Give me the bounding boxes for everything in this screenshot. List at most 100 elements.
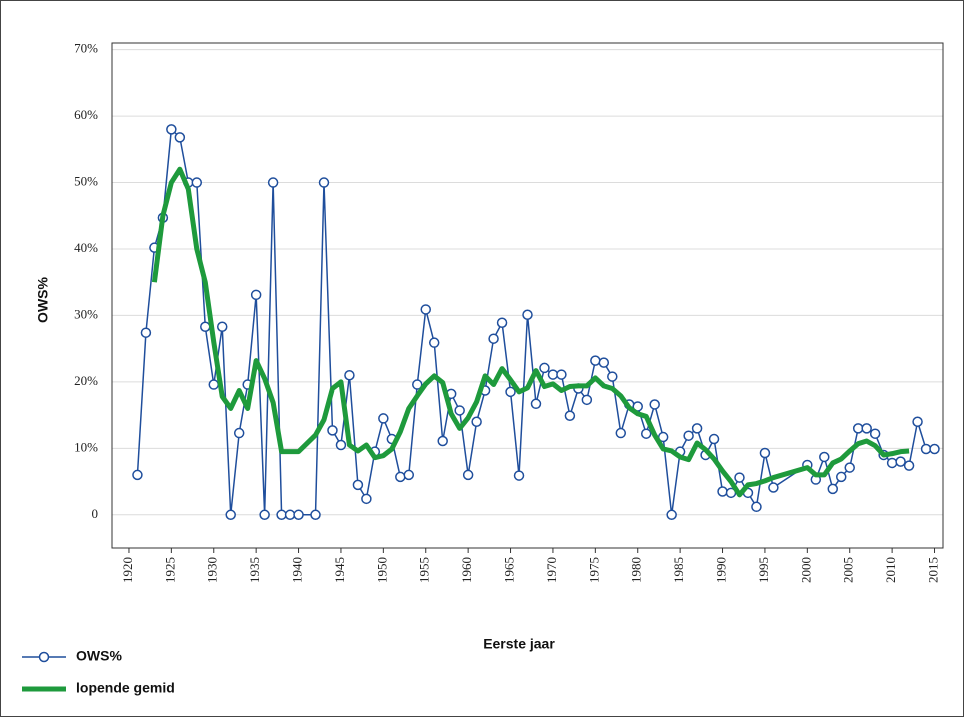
data-point [759,447,771,459]
x-tick-label: 1985 [671,557,686,583]
data-point [513,470,525,481]
data-point [852,423,864,434]
data-point [649,399,660,410]
data-point [412,379,423,390]
x-tick-label: 1945 [332,557,347,583]
data-point [259,509,270,521]
data-point [717,486,728,497]
data-point [428,337,440,348]
data-point [462,469,474,481]
data-point [284,509,296,521]
data-point [267,177,279,188]
x-tick-label: 1970 [544,557,559,583]
data-point [140,327,152,338]
data-point [395,471,406,483]
data-point [361,493,372,505]
data-point [132,469,143,481]
x-tick-label: 1975 [586,557,601,583]
data-point [640,428,652,439]
data-point [895,456,906,467]
data-point [293,509,304,521]
data-point [310,509,321,521]
x-tick-label: 1995 [756,557,771,583]
y-tick-label: 0 [92,506,99,521]
y-tick-label: 50% [74,174,98,189]
y-tick-label: 30% [74,306,98,321]
data-point [403,469,415,481]
data-point [191,177,203,188]
x-tick-label: 1920 [120,557,135,583]
x-tick-label: 1940 [290,557,305,583]
data-point [471,416,482,427]
data-point [666,509,677,521]
data-point [327,425,338,436]
data-point [920,443,932,455]
data-point [861,423,872,434]
data-point [335,439,347,451]
data-point [437,435,448,447]
x-tick-label: 2010 [883,557,898,583]
data-point [615,427,627,439]
data-point [556,369,567,380]
x-tick-label: 1965 [502,557,517,583]
y-tick-label: 20% [74,373,98,388]
data-point [200,321,211,332]
data-point [233,427,245,439]
data-point [505,386,516,398]
legend-label: OWS% [76,648,122,664]
data-point [276,509,287,521]
data-point [827,483,839,495]
data-point [768,482,779,493]
data-point [318,177,330,188]
y-axis-label: OWS% [35,277,51,323]
x-tick-label: 1930 [205,557,220,583]
data-point [352,479,364,491]
x-tick-label: 1960 [459,557,474,583]
data-point [751,501,762,513]
series-line [151,166,910,498]
data-point [683,430,694,441]
data-point [454,405,465,416]
x-tick-label: 1925 [162,557,177,583]
data-point [378,413,389,424]
data-point [344,369,355,381]
data-point [607,371,618,382]
data-point [581,394,593,406]
x-tick-label: 1950 [374,557,389,583]
legend-marker [38,651,50,663]
data-point [488,333,499,344]
x-tick-label: 2015 [926,557,941,583]
legend-label: lopende gemid [76,680,175,696]
y-tick-label: 40% [74,240,98,255]
data-point [912,416,923,427]
data-point [869,428,881,439]
data-point [547,369,559,380]
data-point [886,457,898,469]
data-point [819,451,830,463]
data-point [598,357,610,368]
data-point [496,317,508,328]
data-point [539,362,550,374]
data-point [420,304,431,315]
data-point [929,443,940,455]
data-point [216,321,228,332]
data-point [250,289,262,301]
x-tick-label: 2000 [798,557,813,583]
data-point [590,355,601,366]
data-point [835,471,847,483]
data-point [564,410,576,422]
y-tick-label: 10% [74,439,98,454]
data-point [734,472,745,483]
y-tick-label: 70% [74,41,98,56]
data-point [708,433,720,445]
data-point [166,124,177,135]
x-tick-label: 1980 [629,557,644,583]
x-tick-label: 1935 [247,557,262,583]
x-tick-label: 1955 [417,557,432,583]
data-point [844,462,855,473]
data-point [174,132,186,143]
data-point [691,423,703,434]
data-point [208,379,220,390]
